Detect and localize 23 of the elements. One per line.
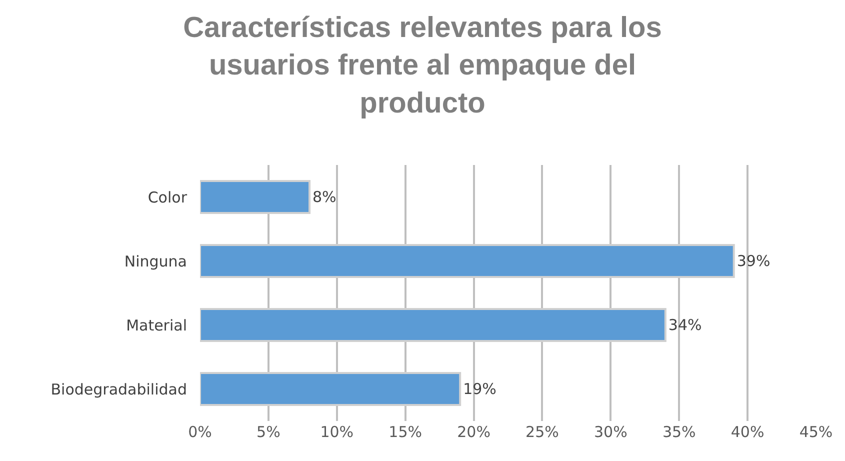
x-tick-label: 10% <box>320 423 354 441</box>
x-tick-label: 5% <box>256 423 280 441</box>
chart-title: Características relevantes para los usuarios frente al empaque del producto <box>183 12 662 120</box>
y-tick-label: Ninguna <box>124 252 187 270</box>
bar <box>200 308 666 342</box>
bar <box>200 180 311 214</box>
bar <box>200 244 735 278</box>
data-label: 34% <box>668 316 702 334</box>
x-tick-label: 45% <box>799 423 833 441</box>
x-tick-label: 30% <box>594 423 628 441</box>
data-label: 8% <box>312 188 336 206</box>
y-tick-label: Color <box>148 188 188 206</box>
x-tick-label: 15% <box>388 423 422 441</box>
y-tick-label: Biodegradabilidad <box>50 380 187 398</box>
data-label: 19% <box>463 380 496 398</box>
data-label: 39% <box>736 252 770 270</box>
bar <box>200 372 462 406</box>
x-tick-label: 0% <box>188 423 212 441</box>
y-tick-label: Material <box>126 316 187 334</box>
x-tick-label: 20% <box>457 423 490 441</box>
x-tick-label: 40% <box>730 423 764 441</box>
x-tick-label: 25% <box>526 423 559 441</box>
x-tick-label: 35% <box>662 423 696 441</box>
